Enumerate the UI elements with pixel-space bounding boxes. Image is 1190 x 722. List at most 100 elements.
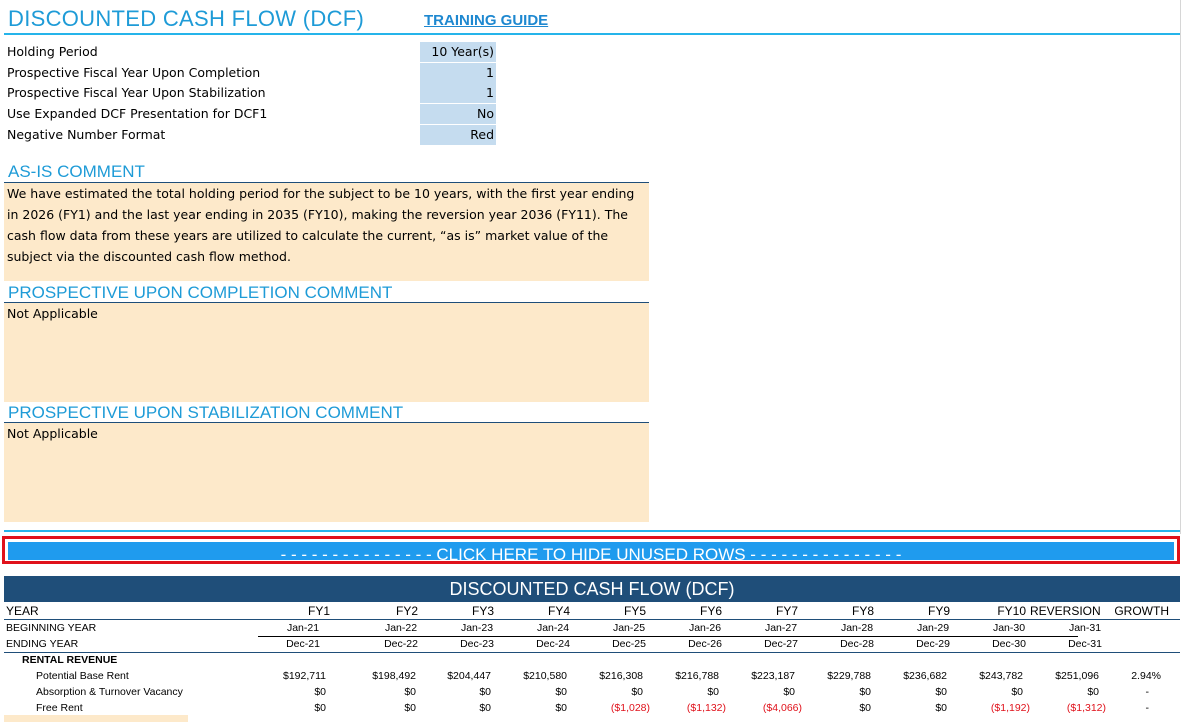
date-cell: Dec-23 bbox=[460, 638, 494, 650]
completion-comment-box[interactable]: Not Applicable bbox=[4, 303, 649, 402]
value-cell: $0 bbox=[935, 686, 947, 698]
training-guide-link[interactable]: TRAINING GUIDE bbox=[424, 12, 549, 29]
holding-period-input[interactable]: 10 Year(s) bbox=[420, 42, 496, 62]
date-cell: Jan-28 bbox=[840, 622, 874, 634]
potential-base-rent-row: Potential Base Rent $192,711 $198,492 $2… bbox=[4, 669, 1180, 685]
ending-year-underline bbox=[4, 652, 1180, 653]
value-cell: $204,447 bbox=[447, 670, 491, 682]
year-header-row: YEAR FY1 FY2 FY3 FY4 FY5 FY6 FY7 FY8 FY9… bbox=[4, 603, 1180, 619]
row-label: ENDING YEAR bbox=[6, 638, 79, 650]
stabilization-comment-rule bbox=[4, 422, 649, 423]
value-cell: ($4,066) bbox=[762, 702, 802, 714]
date-cell: Dec-21 bbox=[286, 638, 320, 650]
date-cell: Jan-29 bbox=[916, 622, 950, 634]
stabilization-year-input[interactable]: 1 bbox=[420, 83, 496, 103]
date-cell: Dec-27 bbox=[764, 638, 798, 650]
value-cell: $216,308 bbox=[599, 670, 643, 682]
absorption-vacancy-row: Absorption & Turnover Vacancy $0 $0 $0 $… bbox=[4, 685, 1180, 701]
setting-label: Prospective Fiscal Year Upon Stabilizati… bbox=[7, 85, 266, 100]
value-cell: ($1,192) bbox=[990, 702, 1030, 714]
date-cell: Jan-26 bbox=[688, 622, 722, 634]
col-header: FY8 bbox=[851, 604, 874, 618]
dcf-table-header: DISCOUNTED CASH FLOW (DCF) bbox=[4, 576, 1180, 604]
value-cell: $0 bbox=[935, 702, 947, 714]
col-header: FY1 bbox=[307, 604, 330, 618]
date-cell: Dec-26 bbox=[688, 638, 722, 650]
setting-label: Negative Number Format bbox=[7, 127, 166, 142]
expanded-dcf-input[interactable]: No bbox=[420, 104, 496, 124]
completion-year-input[interactable]: 1 bbox=[420, 63, 496, 83]
value-cell: $0 bbox=[1011, 686, 1023, 698]
hide-unused-rows-button[interactable]: - - - - - - - - - - - - - - - CLICK HERE… bbox=[2, 536, 1180, 564]
setting-completion-year: Prospective Fiscal Year Upon Completion … bbox=[0, 63, 500, 83]
value-cell: $210,580 bbox=[523, 670, 567, 682]
dcf-table-title: DISCOUNTED CASH FLOW (DCF) bbox=[449, 579, 735, 599]
value-cell: $198,492 bbox=[372, 670, 416, 682]
stabilization-comment-box[interactable]: Not Applicable bbox=[4, 423, 649, 522]
setting-expanded-dcf: Use Expanded DCF Presentation for DCF1 N… bbox=[0, 104, 500, 124]
value-cell: $236,682 bbox=[903, 670, 947, 682]
col-header: FY7 bbox=[775, 604, 798, 618]
growth-cell: - bbox=[1145, 686, 1150, 698]
setting-label: Prospective Fiscal Year Upon Completion bbox=[7, 65, 261, 80]
value-cell: $0 bbox=[479, 686, 491, 698]
value-cell: $216,788 bbox=[675, 670, 719, 682]
date-cell: Dec-22 bbox=[384, 638, 418, 650]
value-cell: $0 bbox=[314, 686, 326, 698]
growth-cell: - bbox=[1145, 702, 1150, 714]
value-cell: $0 bbox=[859, 686, 871, 698]
date-cell: Jan-31 bbox=[1068, 622, 1102, 634]
value-cell: $0 bbox=[707, 686, 719, 698]
row-label: Potential Base Rent bbox=[36, 670, 129, 682]
date-cell: Jan-23 bbox=[460, 622, 494, 634]
header-divider bbox=[4, 33, 1180, 35]
value-cell: $0 bbox=[783, 686, 795, 698]
col-header: FY9 bbox=[927, 604, 950, 618]
value-cell: $0 bbox=[404, 686, 416, 698]
completion-comment-rule bbox=[4, 302, 649, 303]
col-header: FY5 bbox=[623, 604, 646, 618]
as-is-comment-box[interactable]: We have estimated the total holding peri… bbox=[4, 183, 649, 281]
date-cell: Jan-22 bbox=[384, 622, 418, 634]
date-cell: Jan-30 bbox=[992, 622, 1026, 634]
setting-negative-format: Negative Number Format Red bbox=[0, 125, 500, 145]
hide-button-label: - - - - - - - - - - - - - - - CLICK HERE… bbox=[280, 545, 902, 564]
header-underline bbox=[4, 619, 1180, 620]
col-header: REVERSION bbox=[1030, 604, 1101, 618]
col-header: FY10 bbox=[997, 604, 1026, 618]
input-cell[interactable] bbox=[4, 715, 188, 722]
page-title: DISCOUNTED CASH FLOW (DCF) bbox=[8, 6, 365, 31]
value-cell: $251,096 bbox=[1055, 670, 1099, 682]
stabilization-comment-title: PROSPECTIVE UPON STABILIZATION COMMENT bbox=[8, 403, 404, 422]
setting-label: Use Expanded DCF Presentation for DCF1 bbox=[7, 106, 268, 121]
col-header: FY4 bbox=[547, 604, 570, 618]
hide-button-fill: - - - - - - - - - - - - - - - CLICK HERE… bbox=[8, 542, 1174, 561]
value-cell: $0 bbox=[404, 702, 416, 714]
date-cell: Jan-27 bbox=[764, 622, 798, 634]
as-is-comment-rule bbox=[4, 182, 649, 183]
rental-revenue-section: RENTAL REVENUE bbox=[4, 653, 1180, 669]
negative-format-input[interactable]: Red bbox=[420, 125, 496, 145]
section-divider bbox=[4, 530, 1180, 532]
value-cell: $0 bbox=[859, 702, 871, 714]
col-header: FY2 bbox=[395, 604, 418, 618]
row-label: Absorption & Turnover Vacancy bbox=[36, 686, 183, 698]
date-cell: Dec-31 bbox=[1068, 638, 1102, 650]
completion-comment-title: PROSPECTIVE UPON COMPLETION COMMENT bbox=[8, 283, 393, 302]
value-cell: $0 bbox=[555, 686, 567, 698]
value-cell: ($1,028) bbox=[610, 702, 650, 714]
col-header: GROWTH bbox=[1114, 604, 1169, 618]
value-cell: ($1,312) bbox=[1066, 702, 1106, 714]
beginning-year-row: BEGINNING YEAR Jan-21 Jan-22 Jan-23 Jan-… bbox=[4, 621, 1180, 637]
date-cell: Dec-25 bbox=[612, 638, 646, 650]
col-header: FY6 bbox=[699, 604, 722, 618]
date-cell: Dec-24 bbox=[536, 638, 570, 650]
as-is-comment-title: AS-IS COMMENT bbox=[8, 162, 145, 181]
ending-year-row: ENDING YEAR Dec-21 Dec-22 Dec-23 Dec-24 … bbox=[4, 637, 1180, 653]
col-header: FY3 bbox=[471, 604, 494, 618]
date-cell: Dec-28 bbox=[840, 638, 874, 650]
setting-label: Holding Period bbox=[7, 44, 98, 59]
growth-cell: 2.94% bbox=[1131, 670, 1161, 682]
value-cell: $0 bbox=[479, 702, 491, 714]
value-cell: $0 bbox=[314, 702, 326, 714]
